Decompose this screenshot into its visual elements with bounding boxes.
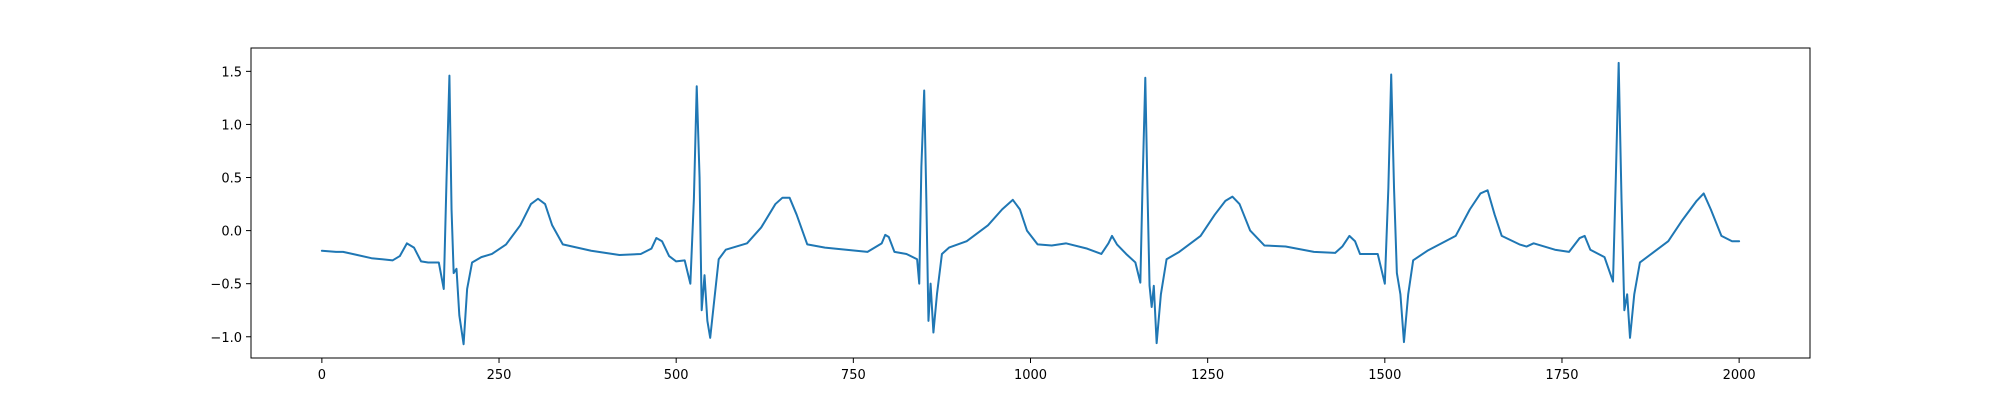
series-layer [320, 61, 1741, 346]
axes-frame [250, 47, 1811, 359]
series-line-0 [320, 61, 1741, 346]
x-tick-label: 750 [841, 368, 866, 383]
x-tick-label: 250 [487, 368, 512, 383]
x-tick-label: 500 [664, 368, 689, 383]
y-tick-label: 1.5 [221, 65, 242, 80]
x-tick-label: 2000 [1723, 368, 1756, 383]
x-tick-label: 0 [318, 368, 326, 383]
y-tick-label: 0.5 [221, 172, 242, 187]
x-tick-label: 1500 [1368, 368, 1401, 383]
y-tick-label: 1.0 [221, 118, 242, 133]
y-tick-label: −1.0 [210, 331, 242, 346]
x-tick-label: 1750 [1545, 368, 1578, 383]
y-axis-ticks: −1.0 −0.5 0.0 0.5 1.0 1.5 [210, 65, 251, 346]
y-tick-label: 0.0 [221, 225, 242, 240]
x-tick-label: 1250 [1191, 368, 1224, 383]
x-tick-label: 1000 [1014, 368, 1047, 383]
y-tick-label: −0.5 [210, 278, 242, 293]
x-axis-ticks: 0 250 500 750 1000 1250 1500 1750 2000 [318, 358, 1756, 383]
